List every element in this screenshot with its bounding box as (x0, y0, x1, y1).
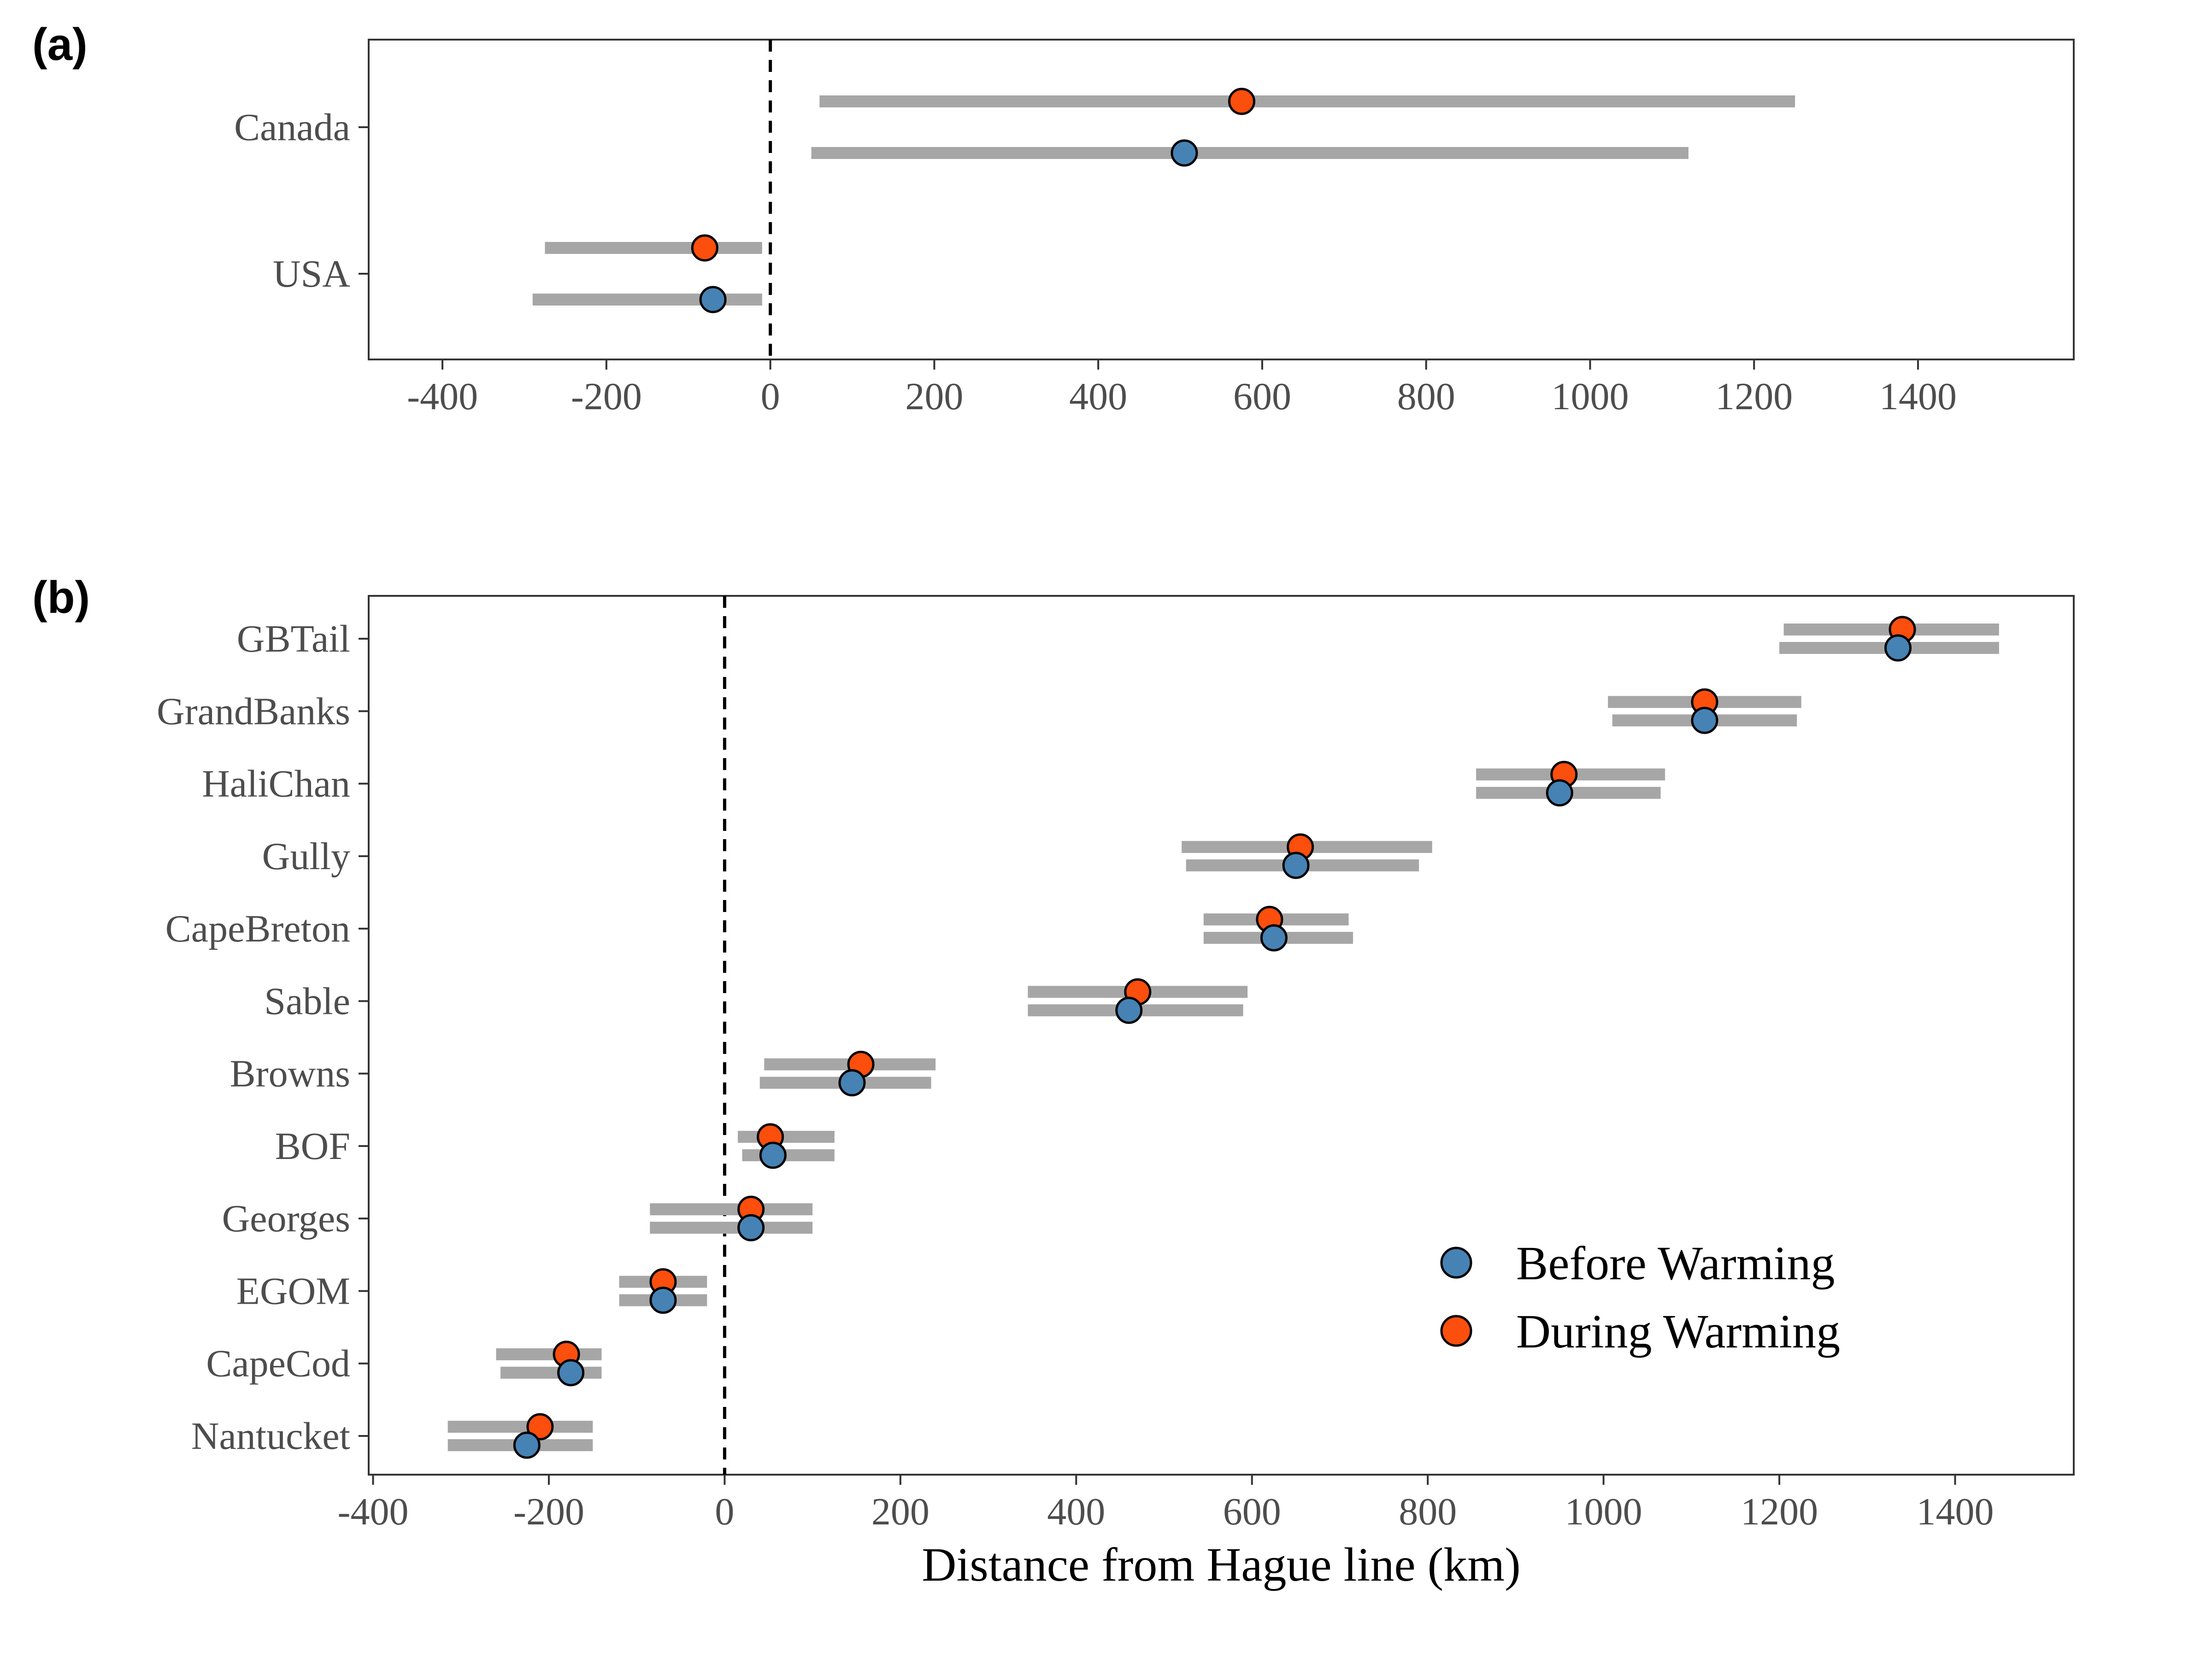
point-gully (1282, 852, 1310, 879)
legend-key (1440, 1247, 1472, 1279)
y-tick-label-sable: Sable (264, 980, 350, 1023)
point-halichan (1546, 779, 1573, 807)
point-capecod (557, 1359, 585, 1387)
x-tick-label: -200 (571, 375, 642, 418)
point-canada (1171, 139, 1198, 167)
x-tick-label: 1200 (1741, 1490, 1818, 1533)
point-nantucket (526, 1413, 554, 1441)
point-capebreton (1260, 924, 1288, 952)
y-tick-label-egom: EGOM (236, 1270, 350, 1312)
legend-label: During Warming (1516, 1305, 1840, 1358)
plot-frame (368, 595, 2075, 1476)
y-tick-label-gully: Gully (262, 835, 350, 878)
x-tick-label: 400 (1069, 375, 1127, 418)
x-tick-label: 1400 (1917, 1490, 1994, 1533)
x-tick-label: 1000 (1565, 1490, 1642, 1533)
legend-label: Before Warming (1516, 1237, 1835, 1290)
point-browns (838, 1069, 866, 1097)
y-tick-label-browns: Browns (230, 1053, 350, 1095)
x-tick-label: 0 (761, 375, 780, 418)
y-tick-label-georges: Georges (222, 1197, 350, 1240)
x-tick-label: 800 (1397, 375, 1455, 418)
y-tick-label-grandbanks: GrandBanks (157, 690, 350, 733)
panel-a: (a) -400 -200 0 200 400 600 800 1000 1200 1400 Cana… (32, 19, 2075, 418)
x-tick-label: 1400 (1879, 375, 1957, 418)
y-tick-label-capecod: CapeCod (206, 1342, 350, 1385)
y-tick-label-usa: USA (273, 253, 350, 295)
y-tick-label-bof: BOF (275, 1125, 350, 1168)
x-tick-label: 400 (1047, 1490, 1105, 1533)
x-tick-label: 0 (715, 1490, 734, 1533)
x-axis-title: Distance from Hague line (km) (922, 1538, 1521, 1591)
point-nantucket (513, 1431, 541, 1459)
point-gbtail (1884, 634, 1912, 662)
panel-label: (a) (32, 19, 88, 70)
x-tick-label: -200 (513, 1490, 584, 1533)
x-tick-label: -400 (338, 1490, 409, 1533)
plot-frame (368, 39, 2075, 360)
x-tick-label: 600 (1223, 1490, 1281, 1533)
point-canada (1228, 88, 1255, 115)
point-sable (1115, 996, 1143, 1024)
x-tick-label: -400 (407, 375, 478, 418)
point-bof (759, 1141, 787, 1169)
panel-label: (b) (32, 572, 90, 623)
point-usa (691, 234, 718, 262)
panel-b: (b) -400 -200 0 200 400 600 800 1000 1200 1400 GBTa… (32, 572, 2075, 1591)
y-tick-label-nantucket: Nantucket (191, 1415, 350, 1458)
point-georges (737, 1214, 765, 1241)
x-tick-label: 200 (905, 375, 963, 418)
x-tick-label: 800 (1399, 1490, 1457, 1533)
x-tick-label: 200 (871, 1490, 930, 1533)
point-usa (699, 286, 727, 313)
x-tick-label: 600 (1233, 375, 1291, 418)
legend-key (1440, 1315, 1472, 1347)
y-tick-label-capebreton: CapeBreton (165, 907, 350, 950)
y-tick-label-halichan: HaliChan (202, 763, 350, 806)
point-grandbanks (1691, 706, 1718, 734)
y-tick-label-gbtail: GBTail (237, 618, 350, 660)
x-tick-label: 1000 (1551, 375, 1629, 418)
point-egom (649, 1286, 677, 1314)
y-tick-label-canada: Canada (234, 106, 350, 149)
x-tick-label: 1200 (1715, 375, 1793, 418)
